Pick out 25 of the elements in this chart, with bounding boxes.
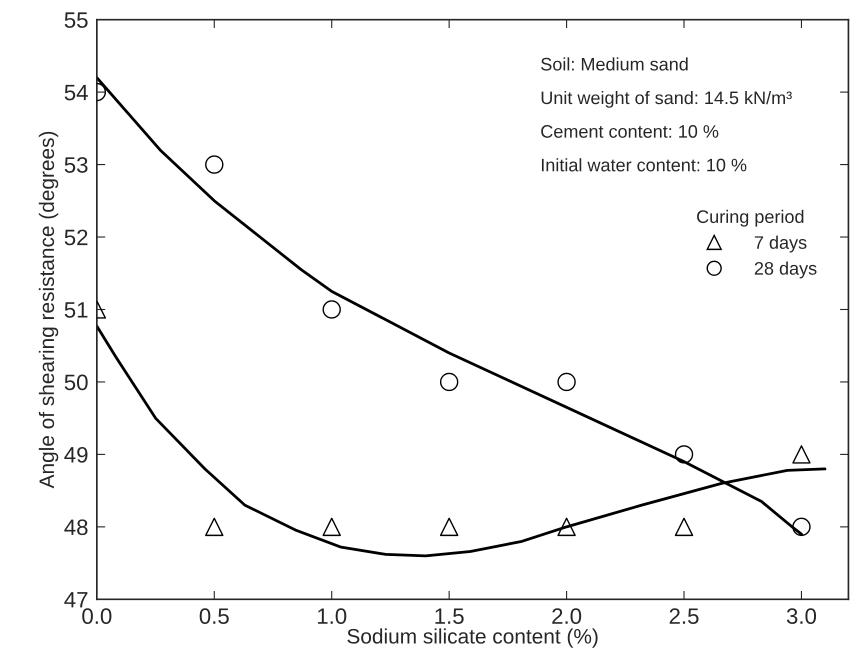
x-tick-label: 3.0: [786, 608, 816, 624]
x-tick-label: 0.5: [200, 608, 229, 624]
x-tick-label: 1.0: [318, 608, 346, 624]
annotation: Unit weight of sand: 14.5 kN/m³: [542, 90, 792, 108]
x-tick-label: 2.0: [552, 608, 582, 624]
y-tick-label: 52: [64, 230, 88, 246]
y-tick-label: 49: [64, 446, 88, 463]
y-tick-label: 51: [64, 302, 88, 318]
y-axis-title: Angle of shearing resistance (degrees): [38, 132, 58, 488]
legend-title: Curing period: [697, 210, 804, 227]
x-tick-label: 2.5: [670, 608, 699, 624]
x-tick-label: 0.0: [82, 608, 112, 624]
legend-label: 7 days: [754, 236, 806, 252]
y-tick-label: 48: [64, 519, 88, 536]
y-tick-label: 53: [64, 157, 88, 173]
x-tick-label: 1.5: [435, 608, 464, 624]
annotation: Soil: Medium sand: [541, 57, 688, 71]
y-tick-label: 47: [64, 592, 88, 608]
legend-label: 28 days: [754, 262, 816, 278]
y-tick-label: 55: [64, 12, 88, 28]
annotation: Initial water content: 10 %: [542, 158, 746, 172]
y-tick-label: 50: [64, 374, 88, 390]
annotation: Cement content: 10 %: [541, 125, 718, 138]
y-tick-label: 54: [64, 84, 88, 100]
x-axis-title: Sodium silicate content (%): [347, 628, 598, 648]
